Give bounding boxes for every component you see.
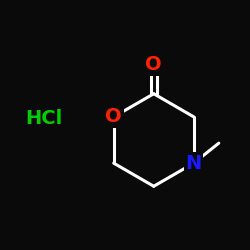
Text: N: N	[186, 154, 202, 172]
Text: O: O	[106, 108, 122, 126]
Text: O: O	[146, 56, 162, 74]
Text: HCl: HCl	[25, 109, 62, 128]
